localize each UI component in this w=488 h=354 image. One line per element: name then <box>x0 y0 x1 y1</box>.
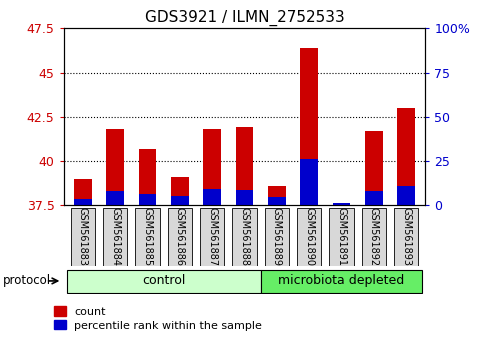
FancyBboxPatch shape <box>67 270 260 292</box>
Text: protocol: protocol <box>3 274 51 287</box>
Bar <box>74 199 92 205</box>
Text: GSM561891: GSM561891 <box>336 207 346 266</box>
Text: GSM561884: GSM561884 <box>110 207 120 266</box>
FancyBboxPatch shape <box>167 208 192 266</box>
Bar <box>267 186 285 205</box>
FancyBboxPatch shape <box>361 208 385 266</box>
Text: GSM561889: GSM561889 <box>271 207 281 266</box>
Bar <box>139 194 156 205</box>
FancyBboxPatch shape <box>135 208 160 266</box>
FancyBboxPatch shape <box>260 270 421 292</box>
Legend: count, percentile rank within the sample: count, percentile rank within the sample <box>54 307 262 331</box>
Text: GSM561886: GSM561886 <box>175 207 184 266</box>
Bar <box>364 191 382 205</box>
Text: GSM561893: GSM561893 <box>400 207 410 266</box>
Bar <box>139 149 156 205</box>
Bar <box>203 129 221 205</box>
Bar <box>396 108 414 205</box>
Bar <box>235 190 253 205</box>
Bar <box>203 189 221 205</box>
Text: GSM561890: GSM561890 <box>304 207 313 266</box>
Bar <box>396 186 414 205</box>
Bar <box>171 177 188 205</box>
Bar <box>300 48 317 205</box>
FancyBboxPatch shape <box>328 208 353 266</box>
Bar <box>74 179 92 205</box>
Text: microbiota depleted: microbiota depleted <box>278 274 404 287</box>
Bar <box>106 129 124 205</box>
Bar <box>300 159 317 205</box>
FancyBboxPatch shape <box>71 208 95 266</box>
FancyBboxPatch shape <box>232 208 256 266</box>
Bar <box>332 204 349 205</box>
FancyBboxPatch shape <box>296 208 321 266</box>
FancyBboxPatch shape <box>393 208 417 266</box>
Text: GSM561888: GSM561888 <box>239 207 249 266</box>
Text: GSM561892: GSM561892 <box>368 207 378 266</box>
Text: GSM561883: GSM561883 <box>78 207 88 266</box>
Text: control: control <box>142 274 185 287</box>
Bar <box>106 191 124 205</box>
Bar <box>364 131 382 205</box>
FancyBboxPatch shape <box>264 208 288 266</box>
Bar <box>235 127 253 205</box>
Bar <box>267 197 285 205</box>
FancyBboxPatch shape <box>103 208 127 266</box>
Bar <box>332 202 349 205</box>
Text: GSM561887: GSM561887 <box>207 207 217 266</box>
FancyBboxPatch shape <box>200 208 224 266</box>
Bar <box>171 196 188 205</box>
Title: GDS3921 / ILMN_2752533: GDS3921 / ILMN_2752533 <box>144 9 344 25</box>
Text: GSM561885: GSM561885 <box>142 207 152 266</box>
